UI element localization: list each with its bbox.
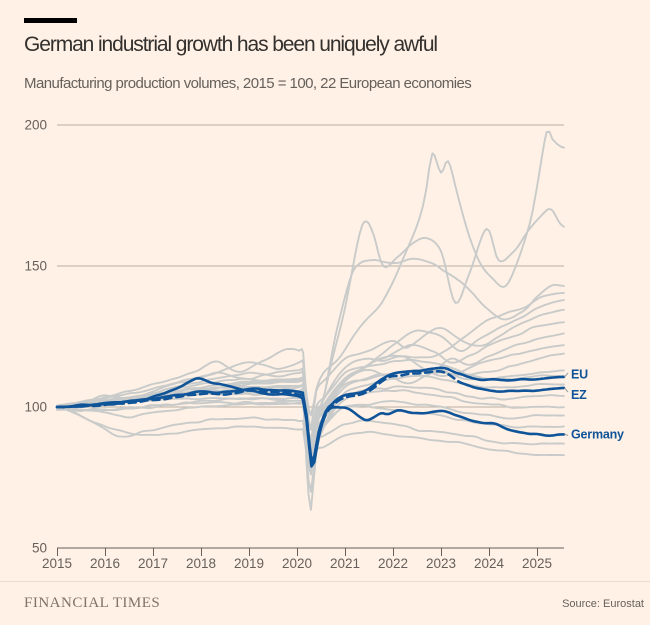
svg-text:EU: EU <box>571 368 588 382</box>
svg-text:150: 150 <box>24 259 47 274</box>
svg-text:2021: 2021 <box>330 556 360 571</box>
svg-text:50: 50 <box>32 541 47 556</box>
svg-text:2016: 2016 <box>90 556 120 571</box>
svg-text:200: 200 <box>24 118 47 133</box>
svg-text:100: 100 <box>24 400 47 415</box>
svg-text:2024: 2024 <box>474 556 505 571</box>
svg-text:2023: 2023 <box>426 556 456 571</box>
svg-text:2020: 2020 <box>282 556 312 571</box>
svg-text:EZ: EZ <box>571 388 587 402</box>
svg-text:2015: 2015 <box>42 556 72 571</box>
svg-text:2018: 2018 <box>186 556 216 571</box>
svg-text:2019: 2019 <box>234 556 264 571</box>
svg-text:2017: 2017 <box>138 556 168 571</box>
svg-text:2025: 2025 <box>522 556 552 571</box>
svg-text:2022: 2022 <box>378 556 408 571</box>
svg-text:Germany: Germany <box>571 428 624 442</box>
